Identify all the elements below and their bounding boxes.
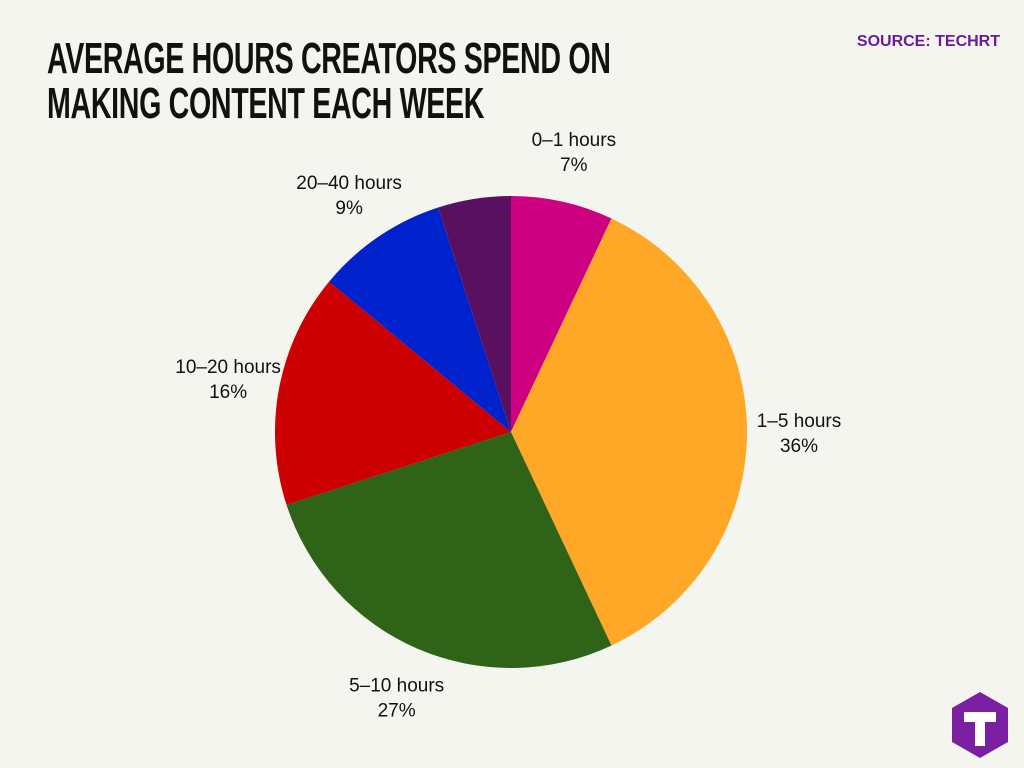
slice-label: 0–1 hours bbox=[532, 130, 617, 151]
slice-value-label: 7% bbox=[560, 155, 588, 176]
slice-label: 20–40 hours bbox=[296, 173, 402, 194]
pie-slice bbox=[275, 281, 511, 505]
slice-value-label: 36% bbox=[780, 436, 818, 457]
pie-slice bbox=[511, 218, 747, 646]
pie-slice bbox=[286, 432, 612, 668]
source: SOURCE: TECHRT bbox=[856, 33, 1000, 50]
slice-label: 10–20 hours bbox=[175, 357, 281, 378]
slice-value-label: 9% bbox=[335, 198, 363, 219]
pie-slice bbox=[511, 196, 612, 432]
pie-slice bbox=[329, 207, 511, 432]
pie-slice bbox=[438, 196, 511, 432]
slice-value-label: 16% bbox=[209, 382, 247, 403]
slice-value-label: 27% bbox=[378, 700, 416, 721]
slice-label: 1–5 hours bbox=[757, 411, 842, 432]
slice-label: 5–10 hours bbox=[349, 675, 444, 696]
logo bbox=[952, 692, 1008, 758]
title: AVERAGE HOURS CREATORS SPEND ON MAKING C… bbox=[47, 34, 611, 128]
